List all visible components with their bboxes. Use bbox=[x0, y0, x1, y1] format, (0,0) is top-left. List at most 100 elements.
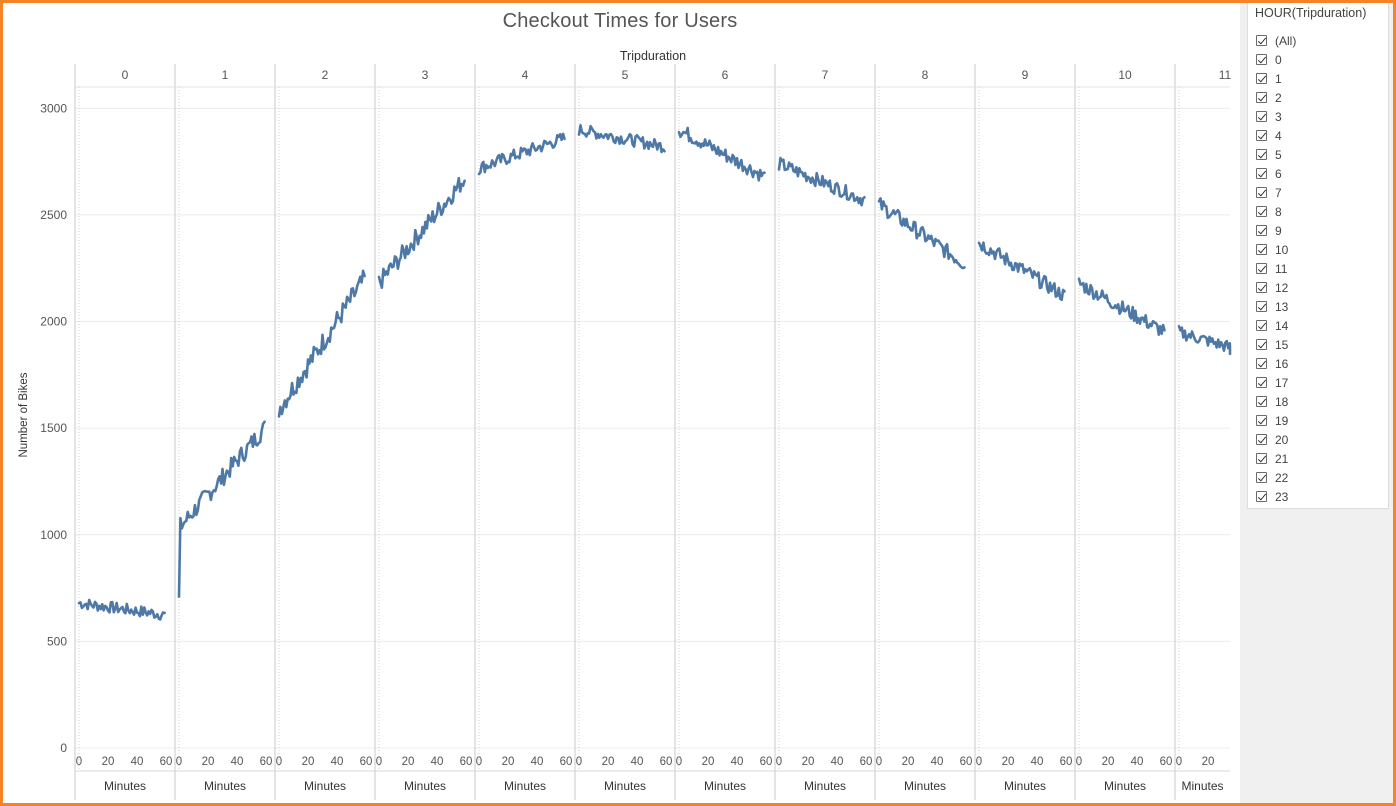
panel-header-label: 4 bbox=[522, 68, 529, 82]
series-line-panel-4 bbox=[477, 132, 566, 176]
filter-item[interactable]: 14 bbox=[1256, 316, 1296, 335]
x-tick-label: 60 bbox=[1160, 756, 1173, 768]
series-line-panel-10 bbox=[1077, 277, 1166, 337]
x-tick-label: 40 bbox=[731, 756, 744, 768]
x-axis-label: Minutes bbox=[904, 779, 946, 793]
filter-item-label: 4 bbox=[1275, 128, 1282, 143]
x-tick-label: 40 bbox=[431, 756, 444, 768]
filter-item-label: 9 bbox=[1275, 223, 1282, 238]
checkbox-checked-icon[interactable] bbox=[1256, 168, 1267, 179]
filter-item-label: 1 bbox=[1275, 71, 1282, 86]
x-tick-label: 20 bbox=[902, 756, 915, 768]
filter-item[interactable]: 13 bbox=[1256, 297, 1296, 316]
x-axis-label: Minutes bbox=[104, 779, 146, 793]
x-tick-label: 20 bbox=[602, 756, 615, 768]
x-tick-label: 20 bbox=[1002, 756, 1015, 768]
filter-item[interactable]: 22 bbox=[1256, 468, 1296, 487]
checkbox-checked-icon[interactable] bbox=[1256, 244, 1267, 255]
filter-item[interactable]: 18 bbox=[1256, 392, 1296, 411]
filter-item[interactable]: 19 bbox=[1256, 411, 1296, 430]
x-axis-label: Minutes bbox=[404, 779, 446, 793]
filter-item[interactable]: 11 bbox=[1256, 259, 1296, 278]
checkbox-checked-icon[interactable] bbox=[1256, 149, 1267, 160]
filter-item[interactable]: 1 bbox=[1256, 69, 1296, 88]
x-tick-label: 0 bbox=[276, 756, 282, 768]
x-tick-label: 0 bbox=[576, 756, 582, 768]
filter-item-label: 22 bbox=[1275, 470, 1289, 485]
panel-header-label: 11 bbox=[1219, 68, 1232, 82]
x-axis-label: Minutes bbox=[1181, 779, 1223, 793]
filter-item[interactable]: 21 bbox=[1256, 449, 1296, 468]
filter-item-label: 0 bbox=[1275, 52, 1282, 67]
checkbox-checked-icon[interactable] bbox=[1256, 415, 1267, 426]
checkbox-checked-icon[interactable] bbox=[1256, 73, 1267, 84]
filter-item[interactable]: 7 bbox=[1256, 183, 1296, 202]
filter-item[interactable]: 5 bbox=[1256, 145, 1296, 164]
filter-item-label: 6 bbox=[1275, 166, 1282, 181]
panel-header-label: 8 bbox=[922, 68, 929, 82]
x-axis-label: Minutes bbox=[604, 779, 646, 793]
checkbox-checked-icon[interactable] bbox=[1256, 396, 1267, 407]
filter-item-label: 13 bbox=[1275, 299, 1289, 314]
checkbox-checked-icon[interactable] bbox=[1256, 434, 1267, 445]
checkbox-checked-icon[interactable] bbox=[1256, 130, 1267, 141]
filter-item[interactable]: 6 bbox=[1256, 164, 1296, 183]
checkbox-checked-icon[interactable] bbox=[1256, 282, 1267, 293]
checkbox-checked-icon[interactable] bbox=[1256, 187, 1267, 198]
x-tick-label: 40 bbox=[1131, 756, 1144, 768]
filter-item-label: 15 bbox=[1275, 337, 1289, 352]
checkbox-checked-icon[interactable] bbox=[1256, 35, 1267, 46]
filter-item[interactable]: 16 bbox=[1256, 354, 1296, 373]
filter-item[interactable]: 12 bbox=[1256, 278, 1296, 297]
filter-item[interactable]: 8 bbox=[1256, 202, 1296, 221]
filter-item[interactable]: 4 bbox=[1256, 126, 1296, 145]
series-line-panel-0 bbox=[77, 598, 166, 621]
filter-item[interactable]: 20 bbox=[1256, 430, 1296, 449]
filter-item[interactable]: 2 bbox=[1256, 88, 1296, 107]
checkbox-checked-icon[interactable] bbox=[1256, 472, 1267, 483]
y-tick-label: 1000 bbox=[40, 528, 67, 542]
checkbox-checked-icon[interactable] bbox=[1256, 54, 1267, 65]
y-tick-label: 500 bbox=[47, 634, 67, 648]
x-tick-label: 40 bbox=[231, 756, 244, 768]
filter-item[interactable]: 23 bbox=[1256, 487, 1296, 506]
x-axis-label: Minutes bbox=[1004, 779, 1046, 793]
filter-item[interactable]: 10 bbox=[1256, 240, 1296, 259]
filter-item-label: 18 bbox=[1275, 394, 1289, 409]
checkbox-checked-icon[interactable] bbox=[1256, 263, 1267, 274]
column-header-title: Tripduration bbox=[620, 49, 686, 63]
filter-item[interactable]: 15 bbox=[1256, 335, 1296, 354]
checkbox-checked-icon[interactable] bbox=[1256, 358, 1267, 369]
filter-item[interactable]: 9 bbox=[1256, 221, 1296, 240]
checkbox-checked-icon[interactable] bbox=[1256, 339, 1267, 350]
checkbox-checked-icon[interactable] bbox=[1256, 92, 1267, 103]
filter-item-label: 17 bbox=[1275, 375, 1289, 390]
checkbox-checked-icon[interactable] bbox=[1256, 491, 1267, 502]
filter-item[interactable]: 0 bbox=[1256, 50, 1296, 69]
panel-header-label: 0 bbox=[122, 68, 129, 82]
series-line-panel-5 bbox=[577, 124, 666, 154]
x-tick-label: 20 bbox=[1102, 756, 1115, 768]
x-tick-label: 40 bbox=[1031, 756, 1044, 768]
checkbox-checked-icon[interactable] bbox=[1256, 225, 1267, 236]
panel-header-label: 1 bbox=[222, 68, 229, 82]
x-tick-label: 60 bbox=[960, 756, 973, 768]
panel-header-label: 7 bbox=[822, 68, 829, 82]
filter-item[interactable]: (All) bbox=[1256, 31, 1296, 50]
filter-item-label: 8 bbox=[1275, 204, 1282, 219]
series-line-panel-1 bbox=[177, 420, 266, 598]
filter-item-label: 21 bbox=[1275, 451, 1289, 466]
filter-item[interactable]: 17 bbox=[1256, 373, 1296, 392]
checkbox-checked-icon[interactable] bbox=[1256, 320, 1267, 331]
x-tick-label: 0 bbox=[876, 756, 882, 768]
series-line-panel-9 bbox=[977, 241, 1066, 302]
checkbox-checked-icon[interactable] bbox=[1256, 453, 1267, 464]
checkbox-checked-icon[interactable] bbox=[1256, 301, 1267, 312]
filter-item-label: 16 bbox=[1275, 356, 1289, 371]
filter-item[interactable]: 3 bbox=[1256, 107, 1296, 126]
x-tick-label: 0 bbox=[476, 756, 482, 768]
checkbox-checked-icon[interactable] bbox=[1256, 206, 1267, 217]
x-tick-label: 0 bbox=[776, 756, 782, 768]
checkbox-checked-icon[interactable] bbox=[1256, 111, 1267, 122]
checkbox-checked-icon[interactable] bbox=[1256, 377, 1267, 388]
